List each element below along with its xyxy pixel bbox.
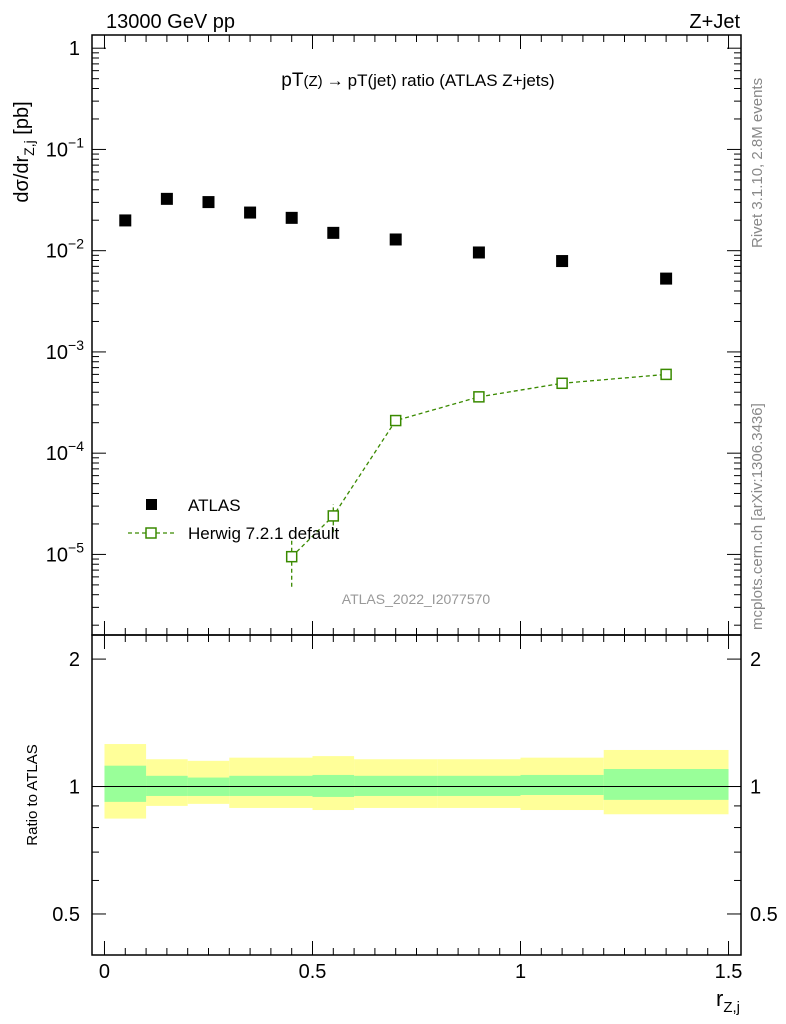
main-y-tick-base: 10: [46, 139, 68, 161]
main-ylabel: dσ/drZ,j [pb]: [11, 101, 37, 202]
main-y-tick-label: 10−3: [46, 337, 84, 364]
main-y-tick-exp: −2: [68, 236, 84, 252]
main-y-tick-exp: −4: [68, 438, 84, 454]
header-left: 13000 GeV pp: [106, 11, 235, 33]
herwig-point: [660, 368, 672, 381]
atlas-point: [202, 196, 215, 209]
plot-title: pT(Z) → pT(jet) ratio (ATLAS Z+jets): [281, 70, 554, 91]
plot-title-arrow: →: [327, 71, 344, 90]
legend-mc-label: Herwig 7.2.1 default: [188, 524, 339, 543]
ratio-band-inner: [437, 775, 521, 796]
legend-mc-marker: [145, 527, 157, 539]
main-y-tick-base: 10: [46, 342, 68, 364]
x-tick-label: 1.5: [715, 961, 743, 983]
main-y-tick-label: 10−1: [46, 134, 84, 161]
x-tick-label: 1: [515, 961, 526, 983]
main-y-tick-base: 10: [46, 544, 68, 566]
ratio-band-inner: [104, 765, 147, 802]
herwig-point: [327, 510, 340, 522]
herwig-point: [473, 391, 485, 403]
atlas-point: [472, 246, 485, 259]
x-axis-label-sub: Z,j: [723, 999, 740, 1016]
analysis-watermark: ATLAS_2022_I2077570: [342, 591, 491, 607]
herwig-point: [389, 414, 402, 427]
ratio-panel: 0.5 0.5 1 1 2 2 0 0.5 1 1.5: [52, 634, 778, 983]
ratio-band-inner: [146, 775, 188, 796]
x-tick-label: 0.5: [299, 961, 327, 983]
main-y-tick-exp: −3: [68, 337, 84, 353]
plot-title-main: pT: [281, 70, 304, 91]
plot-title-rest: pT(jet) ratio (ATLAS Z+jets): [348, 71, 555, 90]
legend-atlas-label: ATLAS: [188, 496, 241, 515]
herwig-point: [285, 550, 298, 563]
ratio-y-tick-label-left: 0.5: [52, 904, 80, 926]
x-axis-label: rZ,j: [716, 986, 740, 1016]
ratio-band-inner: [520, 774, 604, 795]
atlas-point: [160, 192, 173, 205]
atlas-point: [660, 272, 673, 285]
ratio-ylabel: Ratio to ATLAS: [24, 744, 41, 845]
atlas-point: [327, 226, 340, 239]
main-y-tick-label: 10−5: [46, 539, 84, 566]
x-axis-label-base: r: [716, 986, 723, 1011]
main-marks: [119, 192, 673, 587]
main-ticks: 110−110−210−310−410−5: [46, 35, 741, 635]
plot-title-mid: (Z): [303, 73, 322, 90]
ratio-y-tick-label-left: 2: [69, 649, 80, 671]
main-frame: [91, 34, 742, 636]
atlas-point: [389, 233, 402, 246]
x-tick-label: 0: [99, 961, 110, 983]
ratio-band-inner: [229, 775, 313, 796]
main-panel: 110−110−210−310−410−5: [46, 34, 742, 636]
mcplots-label: mcplots.cern.ch [arXiv:1306.3436]: [749, 403, 766, 630]
main-ylabel-sub: Z,j: [21, 140, 37, 156]
main-ylabel-base: dσ/dr: [11, 156, 33, 203]
atlas-point: [285, 211, 298, 224]
ratio-band-inner: [603, 769, 729, 800]
main-y-tick-exp: −1: [68, 134, 84, 150]
herwig-line: [291, 373, 667, 558]
ratio-bands: [92, 744, 741, 819]
main-y-tick-label: 1: [69, 38, 80, 60]
main-y-tick-label: 10−2: [46, 236, 84, 263]
legend: ATLAS Herwig 7.2.1 default: [128, 496, 339, 543]
main-ylabel-unit: [pb]: [11, 101, 33, 140]
atlas-point: [556, 255, 569, 268]
main-y-tick-exp: −5: [68, 539, 84, 555]
main-y-tick-base: 10: [46, 241, 68, 263]
ratio-y-tick-label-right: 0.5: [750, 904, 778, 926]
main-y-tick-base: 10: [46, 443, 68, 465]
rivet-label: Rivet 3.1.10, 2.8M events: [749, 78, 766, 248]
ratio-band-inner: [354, 775, 438, 796]
ratio-y-tick-label-left: 1: [69, 777, 80, 799]
ratio-band-inner: [312, 774, 355, 797]
ratio-y-tick-label-right: 1: [750, 777, 761, 799]
atlas-point: [119, 214, 132, 227]
ratio-frame: [91, 634, 742, 956]
atlas-point: [244, 206, 257, 219]
ratio-y-tick-label-right: 2: [750, 649, 761, 671]
header-right: Z+Jet: [689, 11, 740, 33]
ratio-ticks: 0.5 0.5 1 1 2 2 0 0.5 1 1.5: [52, 635, 778, 983]
herwig-point: [556, 377, 568, 390]
main-y-tick-label: 10−4: [46, 438, 84, 465]
legend-atlas-marker: [146, 499, 157, 510]
